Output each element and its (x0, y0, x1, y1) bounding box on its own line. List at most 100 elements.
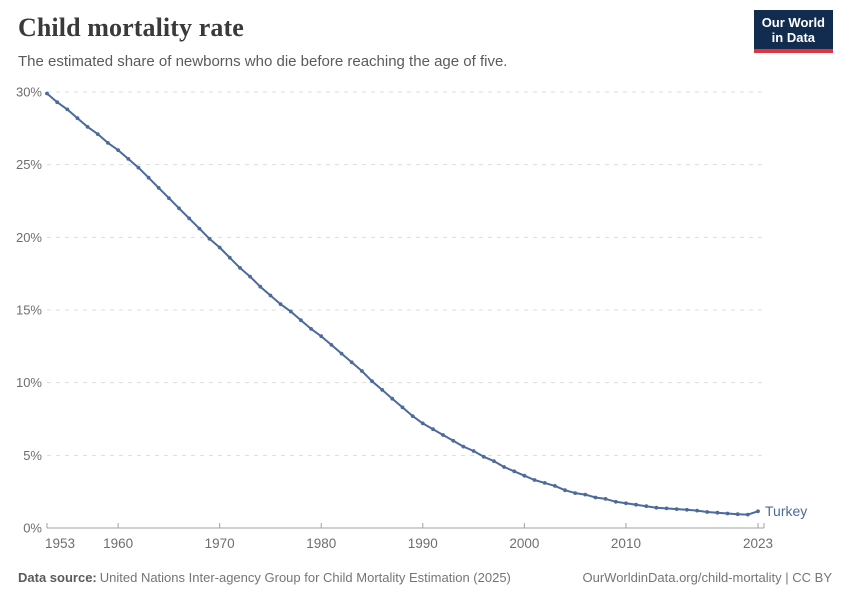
data-point[interactable] (238, 266, 242, 270)
data-point[interactable] (85, 125, 90, 129)
data-point[interactable] (695, 508, 699, 513)
data-point[interactable] (390, 396, 395, 401)
data-point[interactable] (319, 334, 324, 339)
chart-subtitle: The estimated share of newborns who die … (18, 53, 508, 70)
x-tick-label: 1980 (306, 536, 336, 551)
data-point[interactable] (634, 502, 638, 507)
data-point[interactable] (106, 141, 110, 145)
data-point[interactable] (299, 318, 303, 323)
data-point[interactable] (756, 509, 760, 514)
data-point[interactable] (654, 505, 659, 510)
data-point[interactable] (197, 226, 202, 231)
data-point[interactable] (309, 327, 313, 331)
data-point[interactable] (400, 405, 405, 410)
data-point[interactable] (441, 433, 445, 437)
data-point[interactable] (583, 492, 588, 497)
data-point[interactable] (136, 165, 141, 170)
data-source-label: Data source: (18, 570, 97, 585)
data-point[interactable] (553, 484, 557, 488)
data-point[interactable] (126, 157, 131, 161)
data-point[interactable] (664, 506, 669, 511)
data-point[interactable] (492, 459, 496, 463)
data-point[interactable] (745, 512, 750, 517)
data-point[interactable] (187, 216, 192, 221)
data-point[interactable] (542, 481, 547, 485)
data-point[interactable] (451, 438, 456, 443)
data-point[interactable] (177, 206, 181, 211)
owid-logo-line1: Our World (761, 15, 825, 30)
x-tick-label: 2000 (509, 536, 539, 551)
data-point[interactable] (563, 488, 567, 493)
data-point[interactable] (156, 186, 161, 190)
data-point[interactable] (380, 388, 385, 392)
data-point[interactable] (512, 469, 517, 474)
data-point[interactable] (45, 91, 49, 96)
data-point[interactable] (288, 309, 293, 314)
data-point[interactable] (593, 495, 598, 500)
data-point[interactable] (725, 511, 730, 516)
chart-footer: Data source: United Nations Inter-agency … (18, 569, 832, 586)
x-tick-label: 2023 (743, 536, 773, 551)
data-point[interactable] (715, 510, 720, 515)
data-point[interactable] (55, 100, 60, 105)
owid-logo-line2: in Data (771, 30, 816, 45)
data-point[interactable] (481, 454, 486, 459)
data-point[interactable] (248, 274, 253, 279)
x-tick-label: 1960 (103, 536, 133, 551)
data-point[interactable] (461, 444, 466, 449)
y-tick-label: 20% (16, 230, 42, 245)
data-point[interactable] (116, 148, 120, 153)
data-point[interactable] (75, 116, 80, 121)
data-point[interactable] (735, 512, 740, 517)
data-point[interactable] (431, 427, 435, 432)
x-tick-label: 1953 (45, 536, 75, 551)
series-label[interactable]: Turkey (765, 503, 807, 519)
data-point[interactable] (674, 507, 679, 511)
data-point[interactable] (217, 245, 222, 250)
data-point[interactable] (268, 293, 273, 298)
y-tick-label: 10% (16, 375, 42, 390)
x-tick-label: 2010 (611, 536, 641, 551)
line-chart-plot-area: 0% 5% 10% 15% 20% 25% 30% 1953 1960 1970 1980 1990 2… (16, 85, 807, 552)
data-point[interactable] (167, 196, 171, 201)
data-point[interactable] (502, 465, 506, 469)
data-point[interactable] (532, 478, 537, 482)
data-point[interactable] (522, 473, 527, 478)
data-point[interactable] (258, 284, 263, 289)
data-point[interactable] (603, 497, 608, 501)
y-tick-label: 25% (16, 157, 42, 172)
data-point[interactable] (420, 421, 425, 426)
x-tick-label: 1970 (205, 536, 235, 551)
data-point[interactable] (339, 351, 344, 356)
data-point[interactable] (227, 255, 232, 260)
y-tick-label: 15% (16, 303, 42, 318)
y-tick-label: 0% (23, 521, 42, 536)
data-point[interactable] (370, 379, 374, 384)
chart-title: Child mortality rate (18, 13, 244, 42)
data-point[interactable] (360, 369, 364, 373)
data-point[interactable] (471, 449, 476, 453)
data-point[interactable] (65, 107, 70, 112)
data-source: Data source: United Nations Inter-agency … (18, 569, 511, 586)
data-line[interactable] (46, 92, 759, 516)
data-point[interactable] (573, 491, 578, 495)
data-point[interactable] (349, 360, 354, 365)
data-source-text: United Nations Inter-agency Group for Ch… (99, 570, 511, 585)
owid-logo[interactable]: Our World in Data (753, 10, 833, 53)
y-tick-label: 30% (16, 85, 42, 100)
data-point[interactable] (95, 132, 100, 137)
data-point[interactable] (329, 343, 334, 347)
data-point[interactable] (278, 302, 283, 307)
data-point[interactable] (685, 507, 689, 512)
data-point[interactable] (644, 504, 649, 509)
data-point[interactable] (207, 236, 212, 241)
data-point[interactable] (410, 414, 415, 418)
data-point[interactable] (705, 510, 710, 514)
y-tick-label: 5% (23, 448, 42, 463)
data-point[interactable] (624, 501, 628, 506)
data-point[interactable] (613, 499, 618, 504)
data-point[interactable] (146, 175, 151, 180)
attribution-link[interactable]: OurWorldinData.org/child-mortality | CC … (582, 570, 833, 585)
x-tick-label: 1990 (408, 536, 438, 551)
